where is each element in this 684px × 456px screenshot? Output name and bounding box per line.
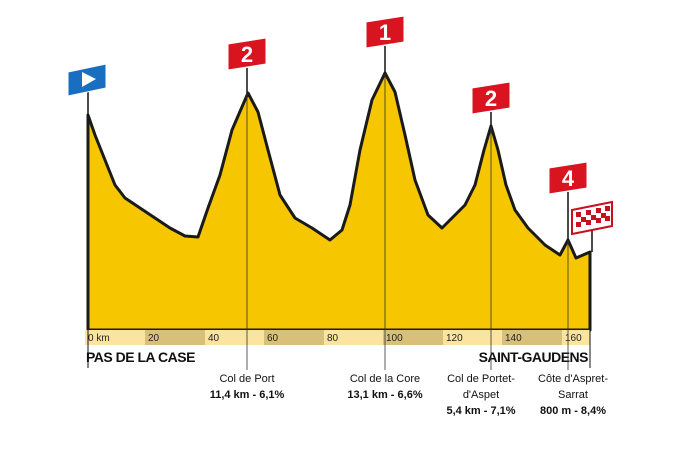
km-label: 20 [148, 333, 160, 344]
climb-category: 2 [485, 86, 497, 111]
climb-stats: 11,4 km - 6,1% [210, 389, 285, 401]
climb-flag [365, 15, 405, 49]
climb-stats: 5,4 km - 7,1% [446, 405, 515, 417]
climb-category: 1 [379, 20, 391, 45]
elevation-profile [86, 71, 592, 332]
climb-name: Col de Port [219, 373, 274, 385]
km-label: 140 [505, 333, 522, 344]
km-label: 100 [386, 333, 403, 344]
climb-stats: 800 m - 8,4% [540, 405, 606, 417]
climb-flag [548, 161, 588, 195]
km-label: 120 [446, 333, 463, 344]
climb-name: Col de la Core [350, 373, 420, 385]
climb-name: Sarrat [558, 389, 588, 401]
climb-name: Côte d'Aspret- [538, 373, 608, 385]
finish-place: SAINT-GAUDENS [479, 349, 589, 365]
km-label: 0 km [88, 333, 110, 344]
climb-stats: 13,1 km - 6,6% [347, 389, 422, 401]
km-label: 60 [267, 333, 279, 344]
climb-category: 4 [562, 166, 575, 191]
climb-flag [471, 81, 511, 115]
km-band [85, 330, 590, 345]
climb-name: Col de Portet- [447, 373, 515, 385]
km-label: 40 [208, 333, 220, 344]
start-place: PAS DE LA CASE [86, 349, 195, 365]
climb-flag [227, 37, 267, 71]
start-flag [67, 63, 107, 115]
finish-flag [571, 200, 613, 252]
km-label: 160 [565, 333, 582, 344]
km-label: 80 [327, 333, 339, 344]
climb-name: d'Aspet [463, 389, 499, 401]
climb-category: 2 [241, 42, 253, 67]
